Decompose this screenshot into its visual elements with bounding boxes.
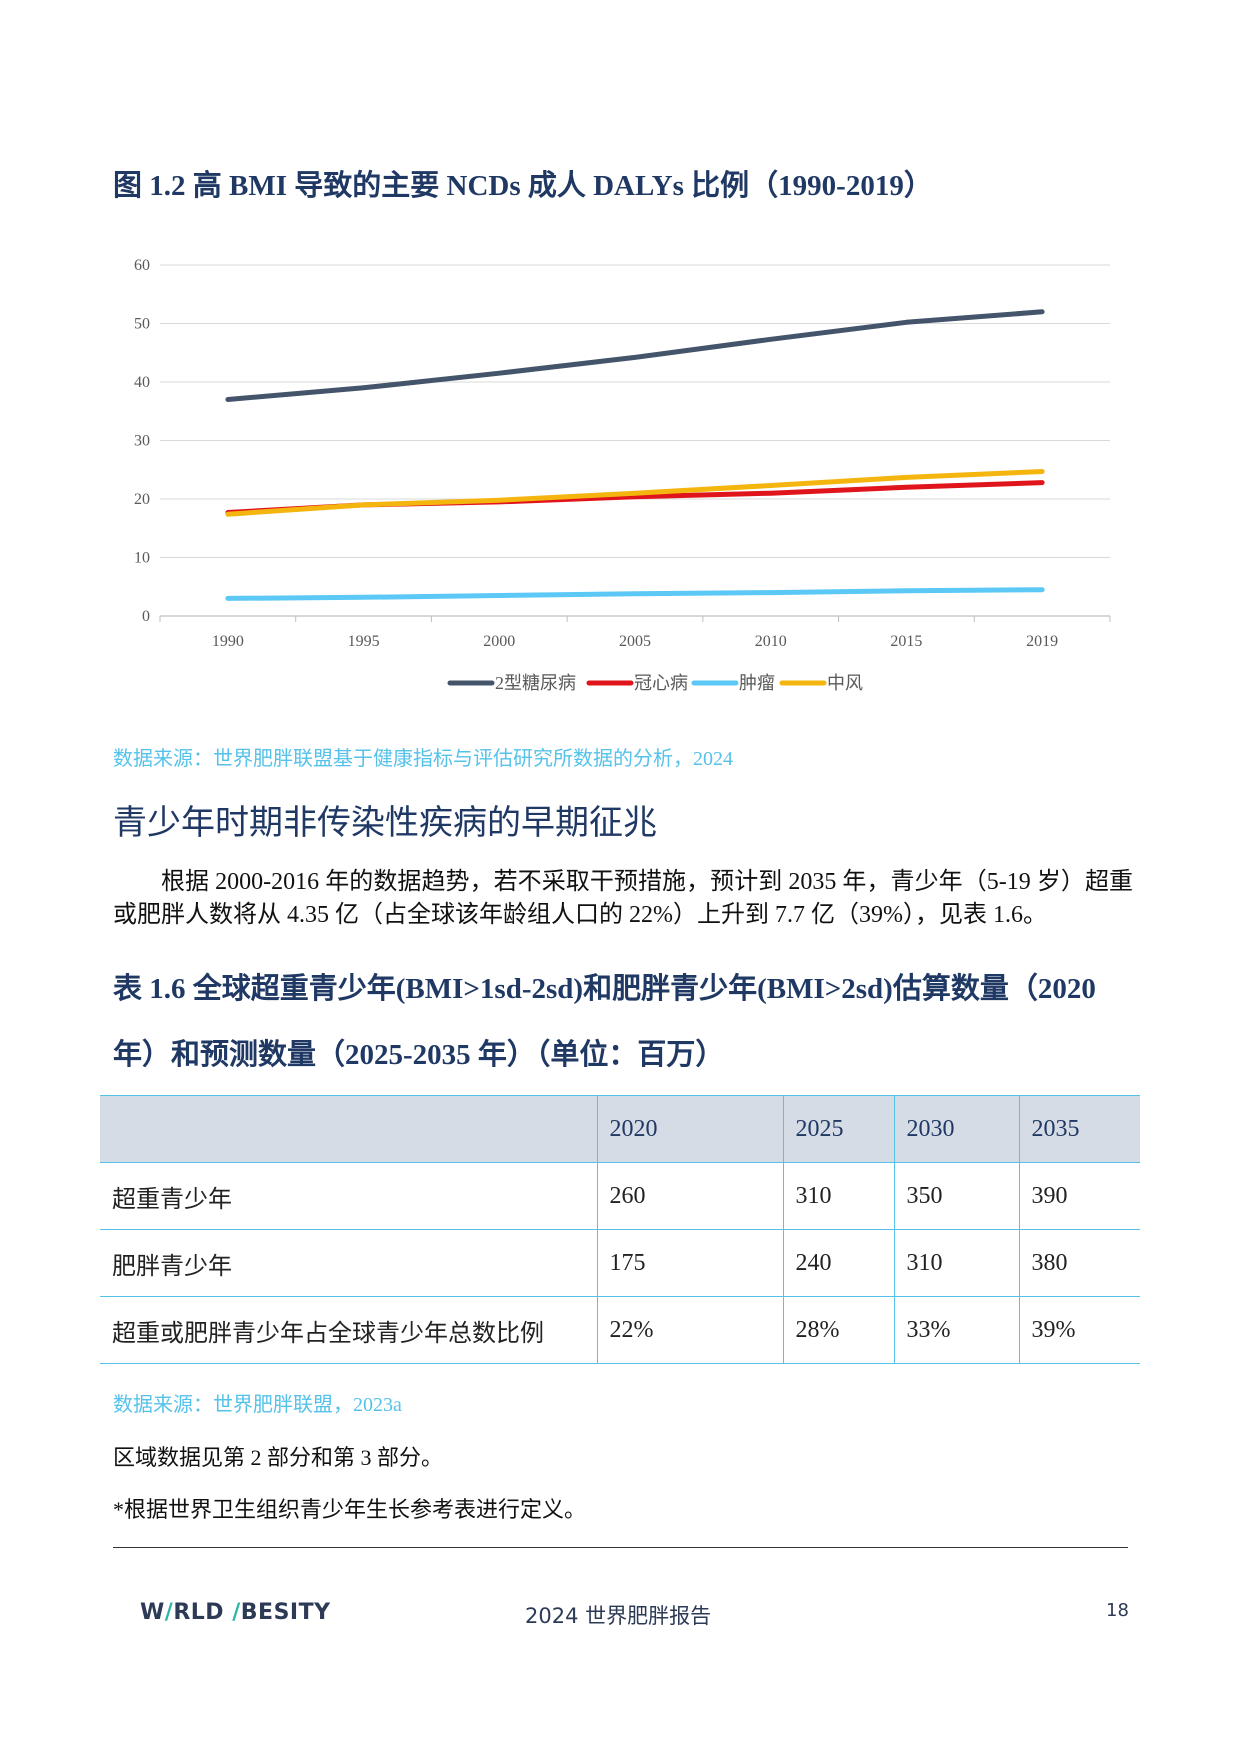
regional-note: 区域数据见第 2 部分和第 3 部分。 [113, 1445, 444, 1470]
table-header-cell: 2035 [1018, 1095, 1140, 1163]
logo-text: BESITY [240, 1600, 331, 1625]
figure-source: 数据来源：世界肥胖联盟基于健康指标与评估研究所数据的分析，2024 [113, 748, 733, 770]
x-tick-label: 1990 [212, 633, 244, 650]
table-row: 超重或肥胖青少年占全球青少年总数比例 22% 28% 33% 39% [100, 1296, 1140, 1364]
table-cell: 超重或肥胖青少年占全球青少年总数比例 [100, 1296, 597, 1364]
table-header-cell: 2030 [893, 1095, 1019, 1163]
table-cell: 310 [893, 1229, 1019, 1297]
x-tick-label: 2019 [1026, 633, 1058, 650]
table-cell: 175 [596, 1229, 783, 1297]
table-cell: 超重青少年 [100, 1162, 597, 1230]
series-line [225, 309, 1045, 402]
footer-divider [113, 1547, 1128, 1548]
table-title: 表 1.6 全球超重青少年(BMI>1sd-2sd)和肥胖青少年(BMI>2sd… [113, 973, 1096, 1071]
table-cell: 310 [782, 1162, 894, 1230]
table-cell: 260 [596, 1162, 783, 1230]
table-cell: 28% [782, 1296, 894, 1364]
figure-title: 图 1.2 高 BMI 导致的主要 NCDs 成人 DALYs 比例（1990-… [113, 170, 933, 202]
page-number: 18 [1106, 1600, 1129, 1621]
table-header-cell: 2020 [596, 1095, 783, 1163]
y-tick-label: 30 [134, 433, 150, 450]
y-tick-label: 0 [142, 608, 150, 625]
table-source: 数据来源：世界肥胖联盟，2023a [113, 1394, 402, 1416]
y-tick-label: 60 [134, 257, 150, 274]
table-cell: 22% [596, 1296, 783, 1364]
line-chart: 0 10 20 30 40 50 60 1990 1995 2000 2005 2010 2015 201… [134, 257, 1111, 693]
x-tick-label: 1995 [348, 633, 380, 650]
series-line [225, 587, 1045, 601]
logo-text: RLD [173, 1600, 233, 1625]
section-heading: 青少年时期非传染性疾病的早期征兆 [113, 805, 657, 842]
table-cell: 380 [1018, 1229, 1140, 1297]
x-tick-label: 2005 [619, 633, 651, 650]
definition-note: *根据世界卫生组织青少年生长参考表进行定义。 [113, 1497, 587, 1522]
table-cell: 肥胖青少年 [100, 1229, 597, 1297]
world-obesity-logo: W/RLD /BESITY [140, 1600, 331, 1625]
table-header-row: 2020 2025 2030 2035 [100, 1095, 1140, 1163]
legend-label: 冠心病 [634, 673, 688, 693]
legend-label: 2型糖尿病 [495, 673, 576, 693]
table-cell: 240 [782, 1229, 894, 1297]
y-tick-label: 10 [134, 550, 150, 567]
series-line [225, 469, 1045, 517]
table-row: 肥胖青少年 175 240 310 380 [100, 1229, 1140, 1297]
table-header-cell [100, 1095, 597, 1163]
x-tick-label: 2010 [755, 633, 787, 650]
logo-slash: / [164, 1600, 174, 1625]
legend-label: 中风 [827, 673, 863, 693]
legend-label: 肿瘤 [739, 673, 775, 693]
report-title: 2024 世界肥胖报告 [525, 1604, 712, 1628]
table-cell: 350 [893, 1162, 1019, 1230]
table-cell: 390 [1018, 1162, 1140, 1230]
logo-text: W [140, 1600, 165, 1625]
table-header-cell: 2025 [782, 1095, 894, 1163]
x-tick-label: 2015 [890, 633, 922, 650]
section-paragraph: 根据 2000-2016 年的数据趋势，若不采取干预措施，预计到 2035 年，… [113, 869, 1133, 928]
y-tick-label: 40 [134, 374, 150, 391]
logo-slash: / [232, 1600, 241, 1625]
y-tick-label: 50 [134, 316, 150, 333]
y-tick-label: 20 [134, 491, 150, 508]
table-cell: 33% [893, 1296, 1019, 1364]
x-tick-label: 2000 [483, 633, 515, 650]
table-row: 超重青少年 260 310 350 390 [100, 1162, 1140, 1230]
table-cell: 39% [1018, 1296, 1140, 1364]
data-table: 2020 2025 2030 2035 超重青少年 260 310 350 39… [100, 1095, 1140, 1364]
